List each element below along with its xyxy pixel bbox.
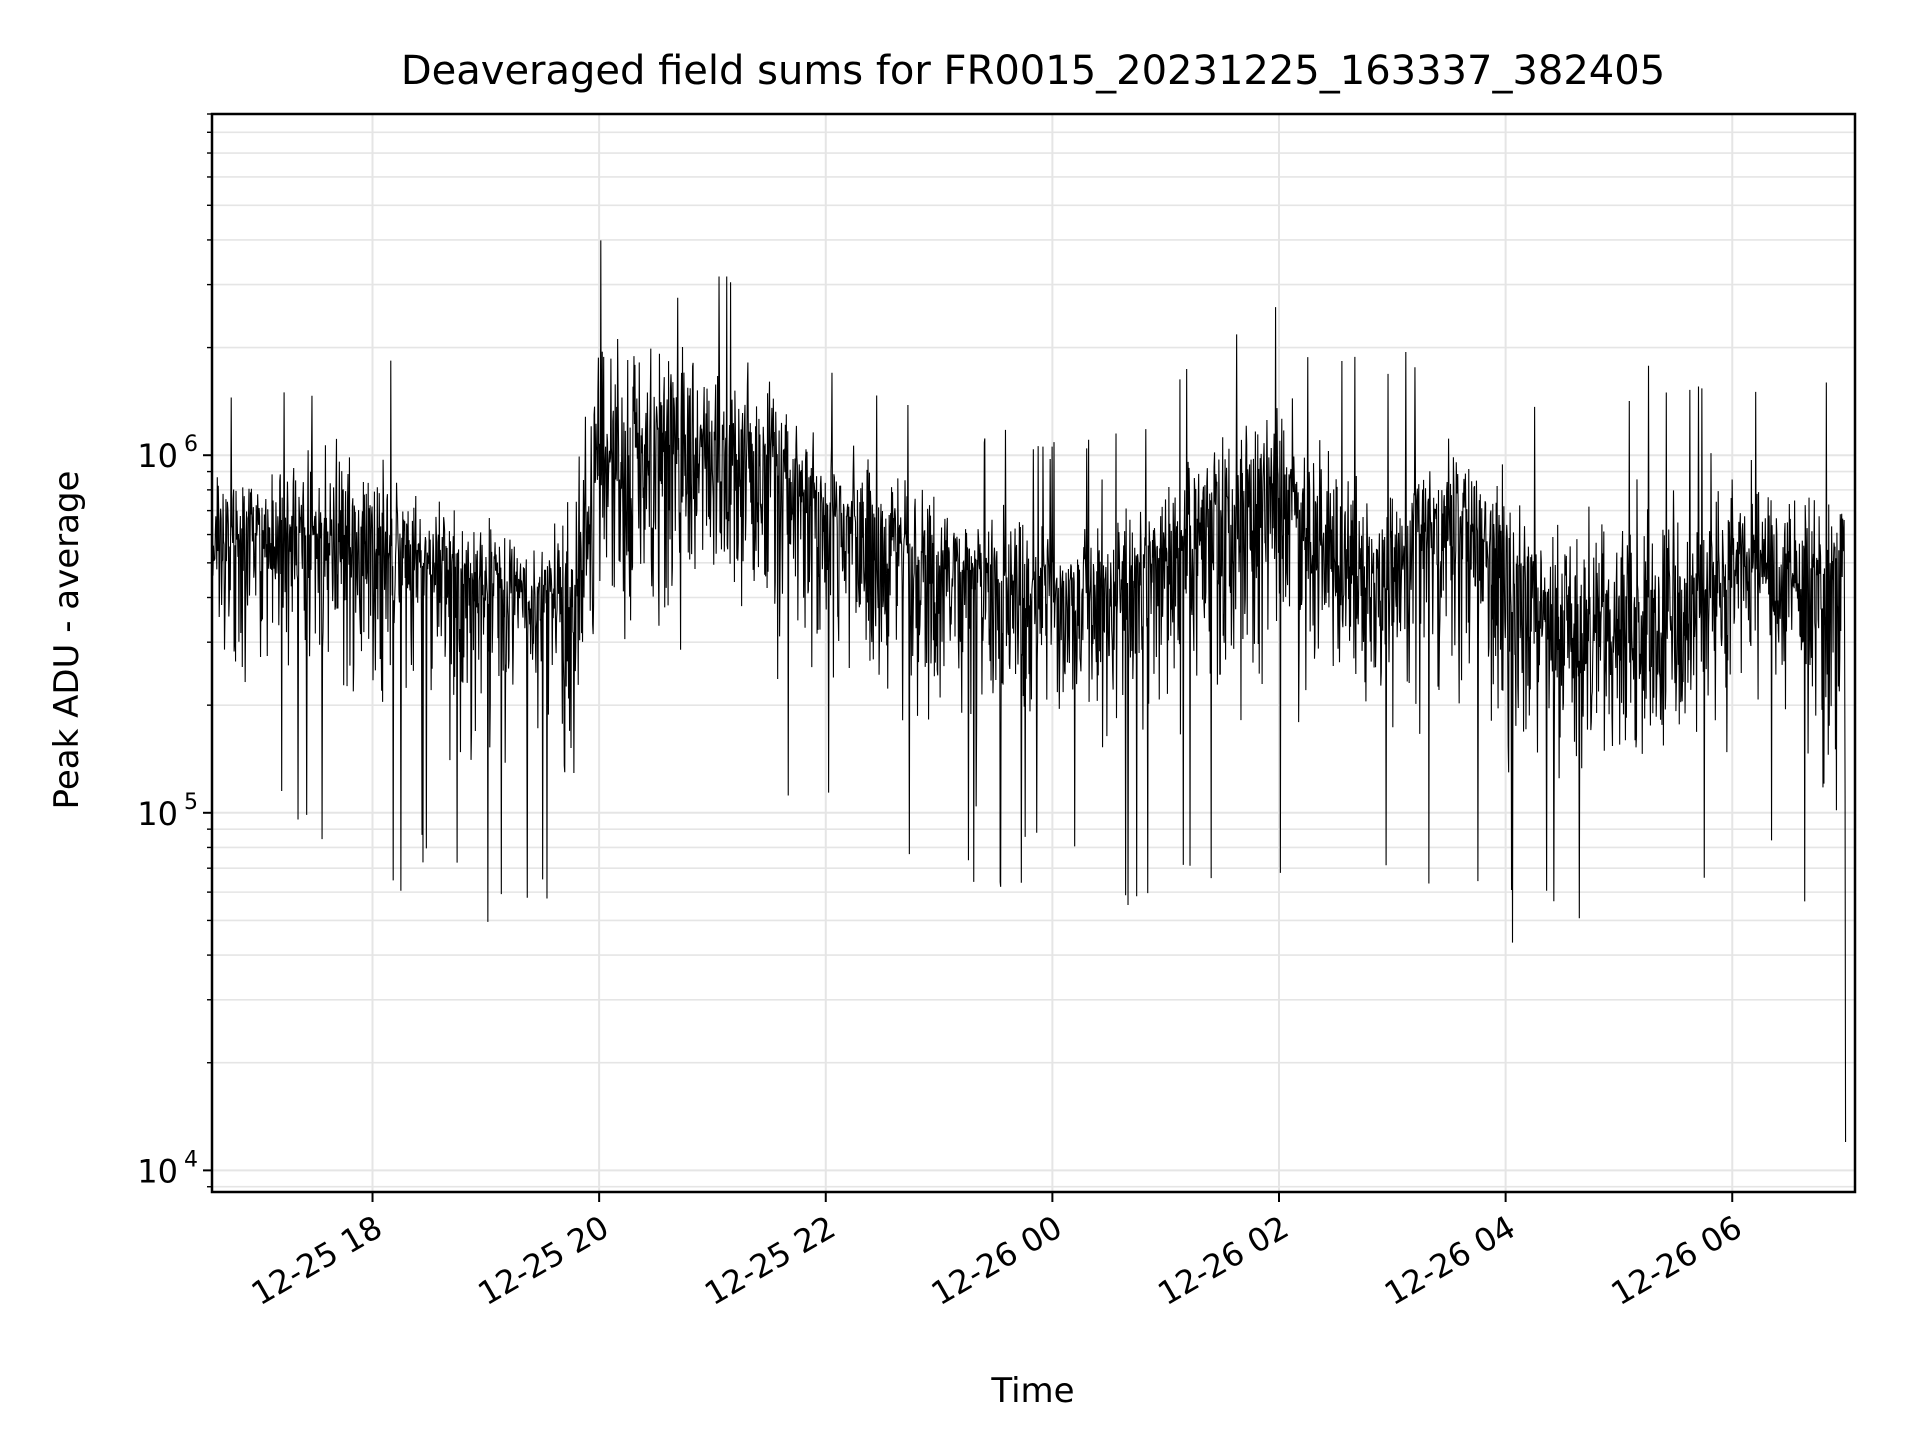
y-tick-label: 10 — [137, 795, 178, 833]
y-tick-label: 10 — [137, 1152, 178, 1190]
x-axis-label: Time — [990, 1371, 1074, 1411]
y-tick-exponent: 6 — [184, 432, 198, 457]
y-tick-exponent: 5 — [184, 790, 198, 815]
y-tick-exponent: 4 — [184, 1147, 198, 1172]
series-line — [211, 240, 1847, 1143]
plot-line-layer — [211, 240, 1847, 1143]
y-tick-label: 10 — [137, 437, 178, 475]
chart-title: Deaveraged field sums for FR0015_2023122… — [401, 48, 1665, 94]
plot-area-frame — [210, 112, 1857, 1194]
y-axis-label: Peak ADU - average — [47, 471, 87, 810]
